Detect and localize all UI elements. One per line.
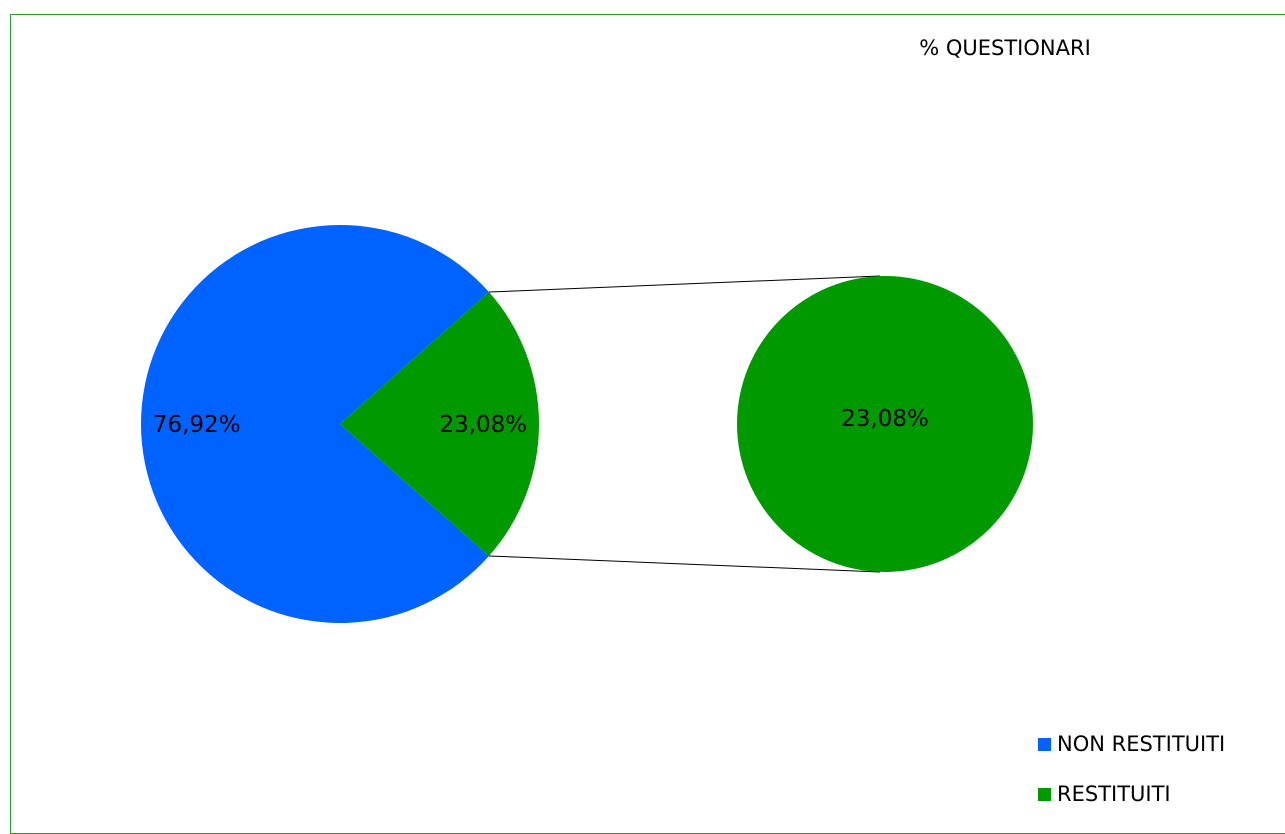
connector-line-top: [488, 275, 881, 293]
legend-swatch-non-restituiti: [1038, 738, 1051, 751]
connector-lines: [488, 275, 881, 573]
data-labels: 76,92% 23,08% 23,08%: [153, 406, 929, 438]
pie-slice-non-restituiti: [141, 224, 489, 623]
legend: NON RESTITUITI RESTITUITI: [1038, 732, 1225, 806]
pie-slice-restituiti: [340, 292, 540, 556]
data-label-non-restituiti: 76,92%: [153, 412, 241, 438]
legend-label-non-restituiti: NON RESTITUITI: [1057, 732, 1225, 756]
secondary-data-label-restituiti: 23,08%: [841, 406, 929, 432]
connector-line-bottom: [488, 555, 881, 573]
data-label-restituiti: 23,08%: [439, 412, 527, 438]
legend-swatch-restituiti: [1038, 788, 1051, 801]
main-pie: [141, 224, 540, 623]
legend-label-restituiti: RESTITUITI: [1057, 782, 1171, 806]
chart-title: % QUESTIONARI: [919, 36, 1091, 60]
secondary-slice-restituiti: [737, 276, 1033, 572]
secondary-pie: [737, 276, 1033, 572]
